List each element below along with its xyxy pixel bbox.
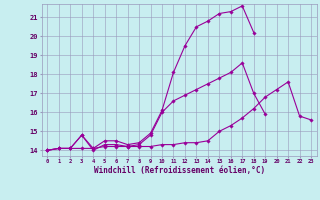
X-axis label: Windchill (Refroidissement éolien,°C): Windchill (Refroidissement éolien,°C) <box>94 166 265 175</box>
